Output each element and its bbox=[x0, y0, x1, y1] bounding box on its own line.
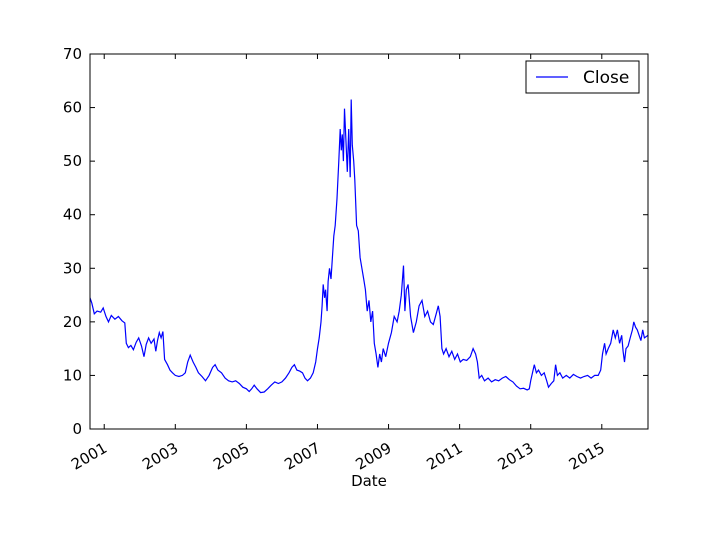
x-axis-title: Date bbox=[351, 472, 387, 490]
y-tick-label: 50 bbox=[63, 152, 82, 170]
y-tick-label: 30 bbox=[63, 259, 82, 277]
series-line-close bbox=[90, 99, 648, 394]
y-tick-label: 10 bbox=[63, 366, 82, 384]
y-tick-label: 20 bbox=[63, 313, 82, 331]
plot-area bbox=[89, 53, 649, 430]
plot-frame bbox=[89, 53, 649, 430]
y-tick-label: 0 bbox=[72, 420, 82, 438]
y-tick-label: 40 bbox=[63, 206, 82, 224]
legend-label-close: Close bbox=[583, 68, 629, 88]
y-tick-label: 60 bbox=[63, 99, 82, 117]
y-axis: 0 10 20 30 40 50 60 70 bbox=[63, 45, 648, 438]
y-tick-label: 70 bbox=[63, 45, 82, 63]
legend: Close bbox=[525, 60, 640, 94]
